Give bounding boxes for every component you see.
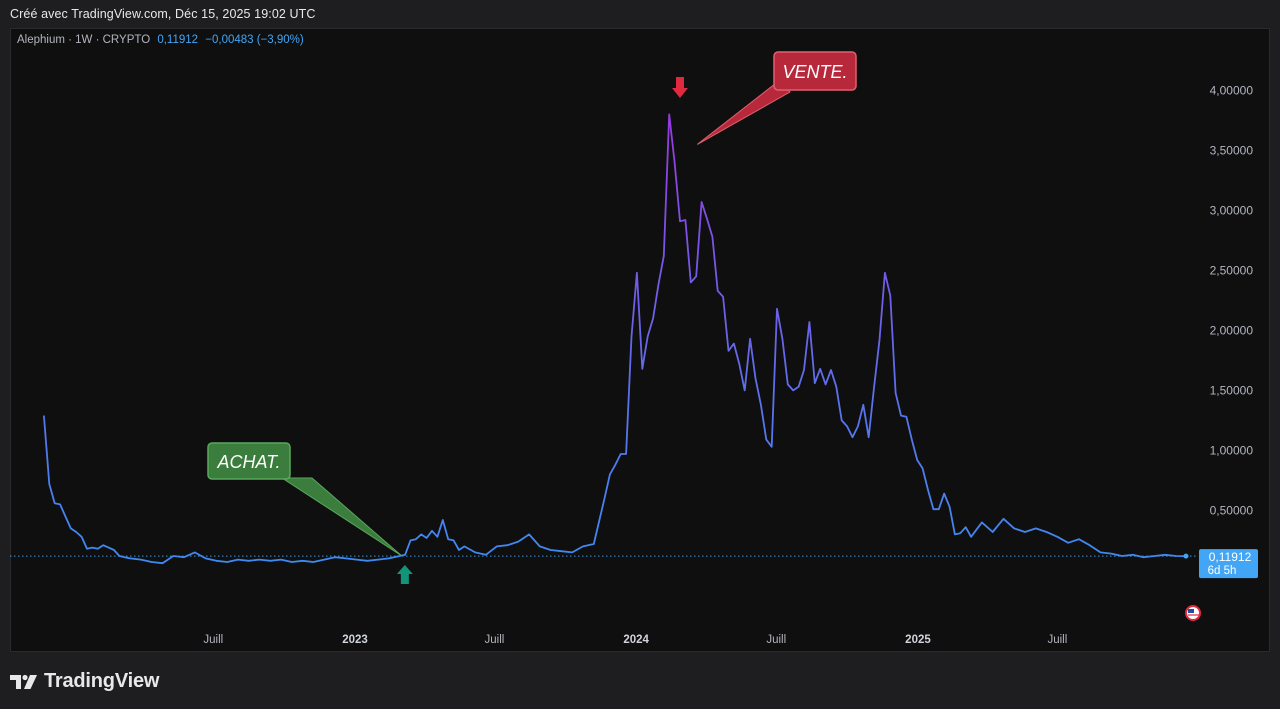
x-tick-label: Juill — [485, 634, 505, 646]
price-label-value: 0,11912 — [1209, 550, 1252, 564]
x-tick-label: Juill — [766, 634, 786, 646]
x-tick-label: 2023 — [342, 634, 368, 646]
sell-callout[interactable]: VENTE. — [773, 51, 857, 91]
symbol-legend[interactable]: Alephium · 1W · CRYPTO 0,11912 −0,00483 … — [17, 34, 304, 46]
y-tick-label: 2,50000 — [1210, 263, 1254, 277]
y-tick-label: 1,00000 — [1210, 443, 1254, 457]
tradingview-brand: TradingView — [44, 669, 160, 692]
tradingview-logo-icon — [10, 674, 37, 689]
y-tick-label: 3,00000 — [1210, 203, 1254, 217]
x-tick-label: Juill — [1047, 634, 1067, 646]
sell-callout-label: VENTE. — [782, 62, 847, 82]
symbol-info: Alephium · 1W · CRYPTO — [17, 34, 151, 46]
sell-arrow-icon — [672, 77, 688, 98]
flag-icon-canton — [1188, 609, 1194, 613]
buy-callout-pointer — [280, 477, 403, 557]
price-change: −0,00483 (−3,90%) — [205, 34, 304, 46]
y-tick-label: 1,50000 — [1210, 383, 1254, 397]
y-tick-label: 2,00000 — [1210, 323, 1254, 337]
x-tick-label: 2024 — [623, 634, 649, 646]
tradingview-footer: TradingView — [10, 669, 159, 693]
price-label-bg — [1199, 549, 1258, 579]
y-tick-label: 3,50000 — [1210, 143, 1254, 157]
x-tick-label: 2025 — [905, 634, 931, 646]
flag-icon[interactable] — [1185, 605, 1201, 621]
buy-callout[interactable]: ACHAT. — [207, 442, 291, 480]
last-price-point — [1183, 553, 1189, 559]
created-with-text: Créé avec TradingView.com, Déc 15, 2025 … — [10, 7, 316, 21]
y-tick-label: 0,50000 — [1210, 503, 1254, 517]
buy-callout-box — [207, 442, 291, 480]
y-tick-label: 4,00000 — [1210, 83, 1254, 97]
price-series-line[interactable] — [43, 113, 1187, 565]
price-label-countdown: 6d 5h — [1208, 565, 1237, 577]
buy-callout-label: ACHAT. — [216, 452, 280, 472]
sell-callout-box — [773, 51, 857, 91]
buy-arrow-icon — [396, 565, 413, 584]
x-tick-label: Juill — [203, 634, 223, 646]
last-value: 0,11912 — [157, 34, 199, 46]
